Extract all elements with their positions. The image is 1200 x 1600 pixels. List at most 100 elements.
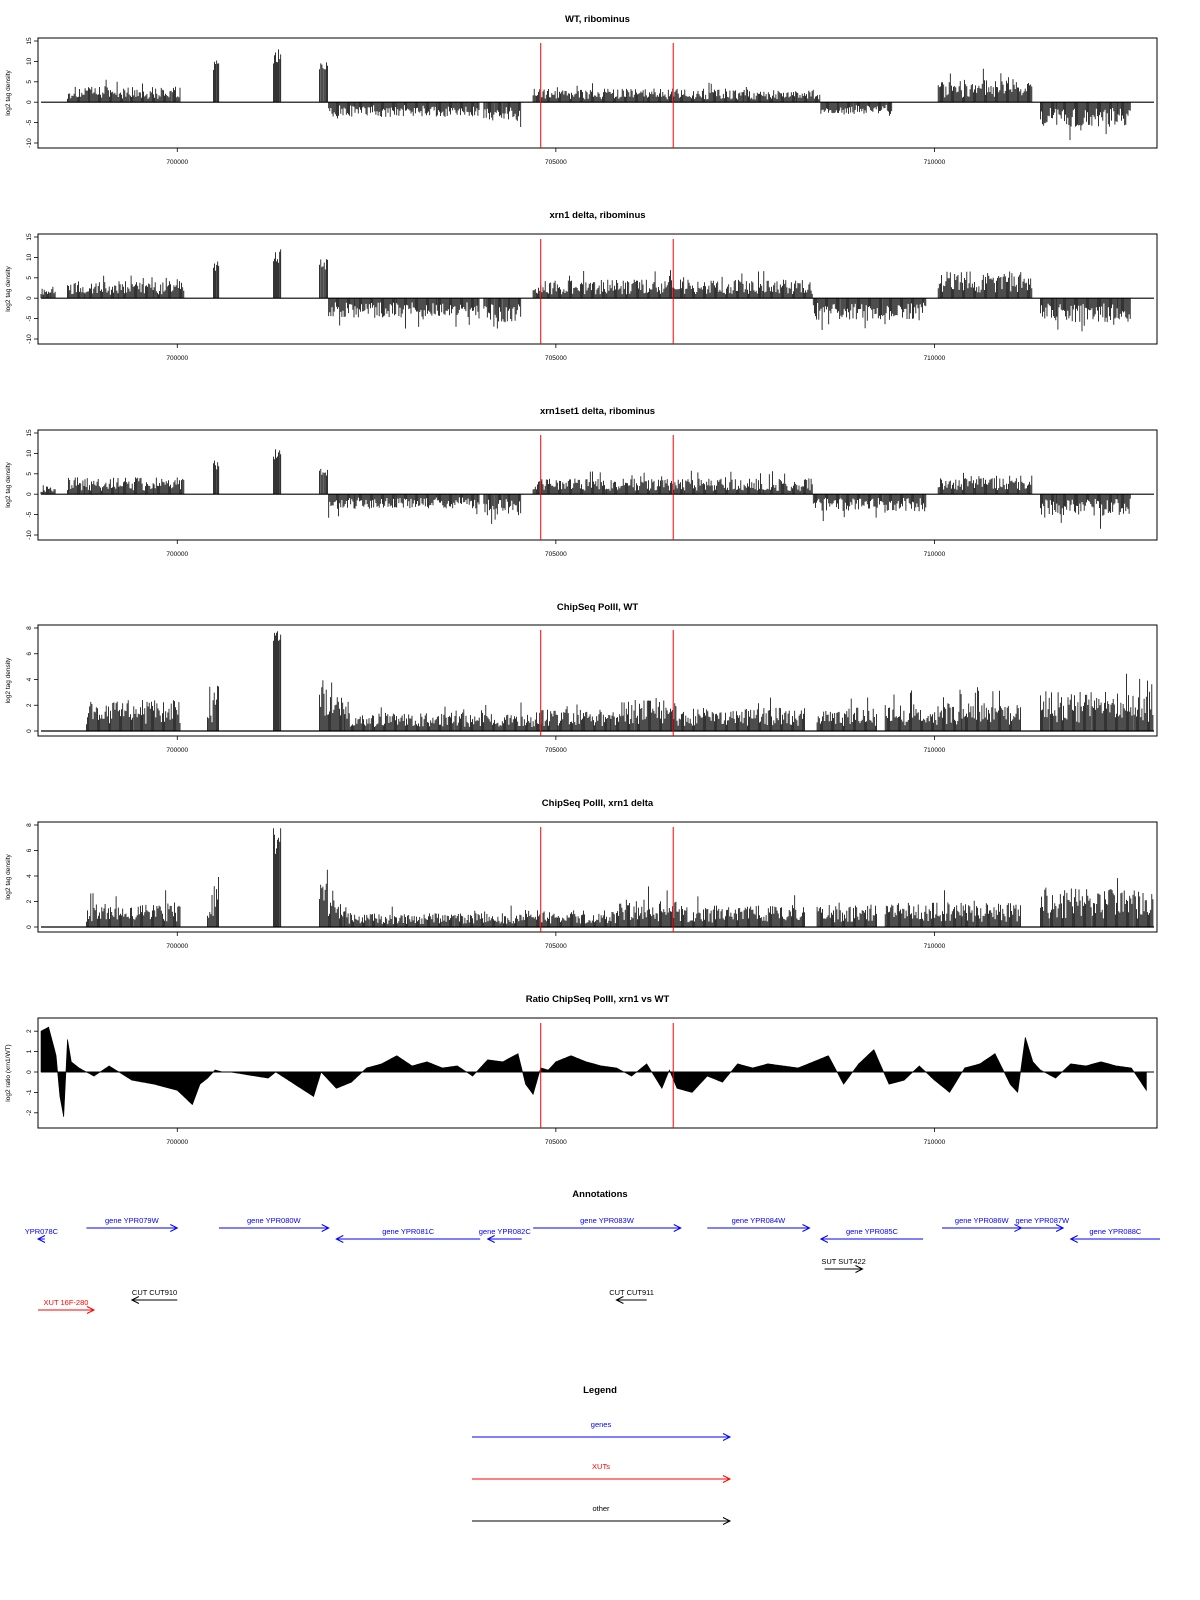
panel-2: xrn1 delta, ribominus -10 -5 0 5 10 15 log2 tag…: [5, 210, 1158, 362]
panel-title: xrn1set1 delta, ribominus: [540, 406, 655, 417]
arrow-left-icon: [486, 1235, 495, 1243]
x-tick-label: 700000: [166, 159, 188, 166]
arrow-left-icon: [36, 1235, 46, 1243]
arrow-left-icon: [1069, 1235, 1078, 1243]
arrow-right-icon: [855, 1265, 864, 1273]
feature-label: gene YPR082C: [479, 1227, 532, 1236]
y-tick-label: 0: [26, 296, 33, 300]
arrow-right-icon: [170, 1224, 179, 1232]
y-tick-label: -5: [26, 511, 33, 517]
y-tick-label: 8: [26, 823, 33, 827]
annotation-feature: XUT 16F-280: [38, 1298, 96, 1314]
panel-frame: [37, 821, 1158, 933]
arrow-left-icon: [335, 1235, 344, 1243]
y-tick-label: 6: [26, 652, 33, 656]
data-series: [40, 1026, 1154, 1117]
feature-label: YPR078C: [25, 1227, 59, 1236]
y-tick-label: 15: [26, 233, 33, 241]
arrow-right-icon: [722, 1433, 732, 1441]
arrow-left-icon: [615, 1296, 624, 1304]
feature-label: XUT 16F-280: [44, 1298, 89, 1307]
y-tick-label: 4: [26, 677, 33, 681]
panel-6: Ratio ChipSeq PolII, xrn1 vs WT -2 -1 0 1 2 lo…: [5, 994, 1158, 1146]
feature-label: gene YPR087W: [1015, 1216, 1070, 1225]
y-tick-label: 0: [26, 100, 33, 104]
panel-frame: [37, 624, 1158, 737]
annotation-feature: gene YPR088C: [1069, 1227, 1160, 1243]
annotation-feature: gene YPR084W: [707, 1216, 811, 1232]
y-tick-label: 2: [26, 703, 33, 707]
annotation-feature: gene YPR083W: [533, 1216, 682, 1232]
arrow-right-icon: [722, 1517, 732, 1525]
panel-5: ChipSeq PolII, xrn1 delta 0 2 4 6 8 log2 tag d…: [5, 798, 1158, 950]
annotation-feature: CUT CUT910: [130, 1288, 178, 1304]
y-axis-label: log2 ratio (xrn1/WT): [5, 1044, 12, 1101]
legend-panel: Legend genes XUTs other: [472, 1385, 732, 1525]
panel-frame: [37, 37, 1158, 149]
data-series: [40, 249, 1154, 332]
feature-label: SUT SUT422: [821, 1257, 865, 1266]
x-tick-label: 705000: [545, 943, 567, 950]
panel-1: WT, ribominus -10 -5 0 5 10 15 log2 tag density…: [5, 14, 1158, 166]
density-bars: [40, 449, 1131, 529]
arrow-right-icon: [86, 1306, 96, 1314]
annotation-feature: SUT SUT422: [821, 1257, 866, 1273]
y-tick-label: 0: [26, 492, 33, 496]
panel-title: ChipSeq PolII, xrn1 delta: [542, 798, 654, 809]
annotations-panel: Annotations YPR078C gene YPR079W gene YPR08…: [25, 1189, 1160, 1314]
annotation-feature: YPR078C: [25, 1227, 59, 1243]
legend-label: other: [592, 1504, 610, 1513]
annotation-feature: gene YPR081C: [335, 1227, 481, 1243]
density-bars: [86, 631, 1154, 731]
arrow-left-icon: [130, 1296, 140, 1304]
data-series: [41, 49, 1154, 141]
x-tick-label: 705000: [545, 355, 567, 362]
y-tick-label: -10: [26, 334, 33, 344]
y-tick-label: -10: [26, 530, 33, 540]
panel-title: Ratio ChipSeq PolII, xrn1 vs WT: [526, 994, 670, 1005]
y-axis-label: log2 tag density: [5, 657, 12, 703]
feature-label: gene YPR080W: [247, 1216, 302, 1225]
x-tick-label: 710000: [924, 355, 946, 362]
feature-label: gene YPR085C: [846, 1227, 899, 1236]
feature-label: gene YPR083W: [580, 1216, 635, 1225]
annotation-feature: gene YPR085C: [819, 1227, 924, 1243]
feature-label: CUT CUT911: [609, 1288, 654, 1297]
y-tick-label: -5: [26, 119, 33, 125]
x-tick-label: 710000: [924, 1139, 946, 1146]
panel-3: xrn1set1 delta, ribominus -10 -5 0 5 10 15 log2…: [5, 406, 1158, 558]
feature-label: gene YPR084W: [732, 1216, 787, 1225]
x-tick-label: 705000: [545, 551, 567, 558]
y-tick-label: 0: [26, 1070, 33, 1074]
legend-item-XUTs: XUTs: [472, 1462, 732, 1483]
y-tick-label: -5: [26, 315, 33, 321]
arrow-right-icon: [321, 1224, 330, 1232]
density-bars: [86, 828, 1154, 927]
density-bars: [67, 49, 1131, 141]
arrow-right-icon: [722, 1475, 732, 1483]
panel-frame: [37, 233, 1158, 345]
y-axis-label: log2 tag density: [5, 69, 12, 115]
x-tick-label: 710000: [924, 551, 946, 558]
legend-item-other: other: [472, 1504, 732, 1525]
legend-label: XUTs: [592, 1462, 610, 1471]
x-tick-label: 700000: [166, 943, 188, 950]
y-tick-label: 5: [26, 472, 33, 476]
annotation-feature: gene YPR086W: [942, 1216, 1023, 1232]
panel-title: ChipSeq PolII, WT: [557, 602, 638, 613]
y-tick-label: 2: [26, 899, 33, 903]
y-tick-label: 15: [26, 37, 33, 45]
x-tick-label: 700000: [166, 355, 188, 362]
y-tick-label: -10: [26, 138, 33, 148]
y-axis-label: log2 tag density: [5, 853, 12, 899]
panel-frame: [37, 1017, 1158, 1129]
feature-label: gene YPR079W: [105, 1216, 160, 1225]
legend-title: Legend: [583, 1385, 617, 1396]
y-tick-label: 2: [26, 1029, 33, 1033]
data-series: [40, 449, 1154, 529]
x-tick-label: 710000: [924, 747, 946, 754]
y-tick-label: 8: [26, 626, 33, 630]
y-tick-label: 10: [26, 57, 33, 65]
x-tick-label: 700000: [166, 551, 188, 558]
